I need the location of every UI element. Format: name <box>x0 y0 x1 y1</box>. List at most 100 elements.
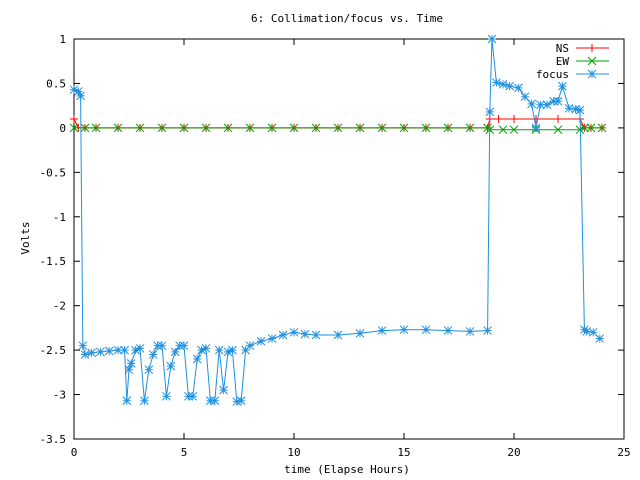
marker-stroke <box>514 83 523 93</box>
data-point-ew <box>223 123 233 133</box>
marker-stroke <box>69 123 79 133</box>
data-point-focus <box>228 345 237 355</box>
data-point-focus <box>144 365 154 375</box>
data-point-focus <box>148 350 158 359</box>
data-point-focus <box>399 325 409 335</box>
data-point-ew <box>465 123 475 133</box>
data-point-ew <box>498 125 508 135</box>
data-point-focus <box>179 341 189 351</box>
data-point-focus <box>505 81 514 91</box>
data-point-focus <box>520 92 530 102</box>
data-point-focus <box>170 347 180 357</box>
data-point-focus <box>485 107 495 117</box>
marker-stroke <box>267 334 277 343</box>
marker-stroke <box>536 100 545 110</box>
marker-stroke <box>311 123 321 133</box>
y-axis-label: Volts <box>19 221 32 254</box>
marker-stroke <box>587 69 597 79</box>
data-point-focus <box>245 341 255 351</box>
marker-stroke <box>377 123 387 133</box>
x-axis: 0 5 10 15 20 25 <box>71 39 631 459</box>
marker-stroke <box>184 391 193 401</box>
marker-stroke <box>188 391 198 401</box>
y-tick-label: -3 <box>53 389 66 402</box>
legend-label-focus: focus <box>536 68 569 81</box>
data-point-ew <box>157 123 167 133</box>
marker-stroke <box>485 107 495 117</box>
data-point-focus <box>278 330 288 340</box>
data-point-focus <box>355 328 365 338</box>
marker-stroke <box>311 330 321 340</box>
data-point-ew <box>69 123 79 133</box>
chart-title: 6: Collimation/focus vs. Time <box>251 12 443 25</box>
marker-stroke <box>219 385 228 395</box>
marker-stroke <box>157 123 167 133</box>
marker-stroke <box>531 123 541 133</box>
marker-stroke <box>236 396 246 406</box>
marker-stroke <box>197 345 206 355</box>
data-point-ew <box>333 123 343 133</box>
marker-stroke <box>76 91 85 101</box>
data-point-focus <box>104 346 114 356</box>
y-tick-label: 1 <box>59 33 66 46</box>
marker-stroke <box>135 343 145 353</box>
data-point-focus <box>76 91 85 101</box>
y-tick-label: -2.5 <box>40 344 67 357</box>
marker-stroke <box>498 79 508 89</box>
marker-stroke <box>377 326 387 335</box>
marker-stroke <box>175 341 184 351</box>
legend-marker-focus <box>587 69 597 79</box>
marker-stroke <box>120 345 129 355</box>
y-tick-label: -1 <box>53 211 66 224</box>
data-point-focus <box>487 34 497 44</box>
marker-stroke <box>549 96 558 106</box>
marker-stroke <box>210 396 220 406</box>
marker-stroke <box>104 346 114 356</box>
plot-border <box>73 38 625 440</box>
marker-stroke <box>355 328 365 338</box>
marker-stroke <box>483 326 492 335</box>
marker-stroke <box>575 105 585 115</box>
data-point-focus <box>553 96 563 106</box>
data-point-focus <box>96 347 105 357</box>
marker-stroke <box>157 341 167 351</box>
marker-stroke <box>170 347 180 357</box>
marker-stroke <box>333 123 343 133</box>
series-line-ew <box>74 127 602 131</box>
marker-stroke <box>509 125 519 135</box>
data-point-ns <box>70 115 78 123</box>
data-point-ns <box>554 115 562 123</box>
data-point-ew <box>377 123 387 133</box>
data-point-focus <box>595 334 605 343</box>
data-point-focus <box>333 330 343 340</box>
data-point-focus <box>80 350 90 359</box>
marker-stroke <box>399 325 409 335</box>
marker-stroke <box>126 359 136 368</box>
legend-marker-ew <box>587 56 597 66</box>
marker-stroke <box>144 365 154 375</box>
x-tick-label: 25 <box>617 446 630 459</box>
marker-stroke <box>586 123 596 133</box>
marker-stroke <box>80 350 90 359</box>
marker-stroke <box>421 325 431 335</box>
data-point-focus <box>124 365 134 375</box>
data-point-ew <box>245 123 255 133</box>
data-point-focus <box>465 327 475 336</box>
marker-stroke <box>289 327 299 337</box>
marker-stroke <box>542 100 552 110</box>
x-tick-label: 0 <box>71 446 78 459</box>
marker-stroke <box>122 396 132 406</box>
data-point-ns <box>494 115 503 123</box>
data-point-ew <box>267 123 277 133</box>
data-point-ew <box>399 123 409 133</box>
data-point-ew <box>443 123 453 133</box>
data-point-focus <box>236 396 246 406</box>
y-axis: 1 0.5 0 -0.5 -1 -1.5 -2 -2.5 -3 -3.5 <box>40 33 624 446</box>
plot-frame <box>73 38 625 440</box>
marker-stroke <box>289 123 299 133</box>
data-point-ns <box>532 115 540 123</box>
data-point-focus <box>126 359 136 368</box>
legend-marker-ns <box>588 44 596 52</box>
marker-stroke <box>135 123 145 133</box>
data-point-focus <box>219 385 228 395</box>
